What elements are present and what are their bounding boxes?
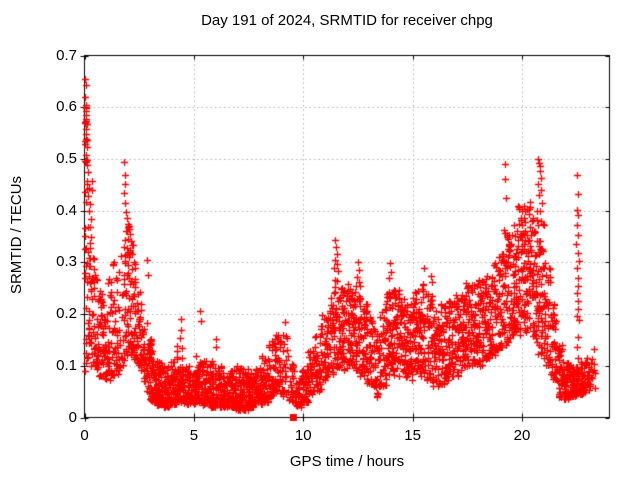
y-axis-label: SRMTID / TECUs [8, 175, 25, 295]
y-tick-label: 0.1 [56, 356, 77, 374]
y-tick-label: 0.7 [56, 46, 77, 64]
y-tick-label: 0.5 [56, 149, 77, 167]
chart-title: Day 191 of 2024, SRMTID for receiver chp… [201, 12, 493, 29]
x-tick-label: 5 [189, 427, 199, 444]
x-tick-label: 15 [404, 427, 421, 444]
y-tick-label: 0.3 [56, 253, 77, 271]
y-tick-label: 0.6 [56, 98, 77, 116]
x-axis-label: GPS time / hours [289, 453, 405, 470]
x-tick-label: 0 [80, 427, 89, 444]
x-tick-label: 20 [513, 427, 531, 444]
y-tick-label: 0.4 [56, 201, 77, 219]
y-tick-label: 0.2 [56, 305, 77, 323]
y-tick-label: 0 [68, 408, 77, 426]
x-tick-label: 10 [294, 427, 312, 444]
